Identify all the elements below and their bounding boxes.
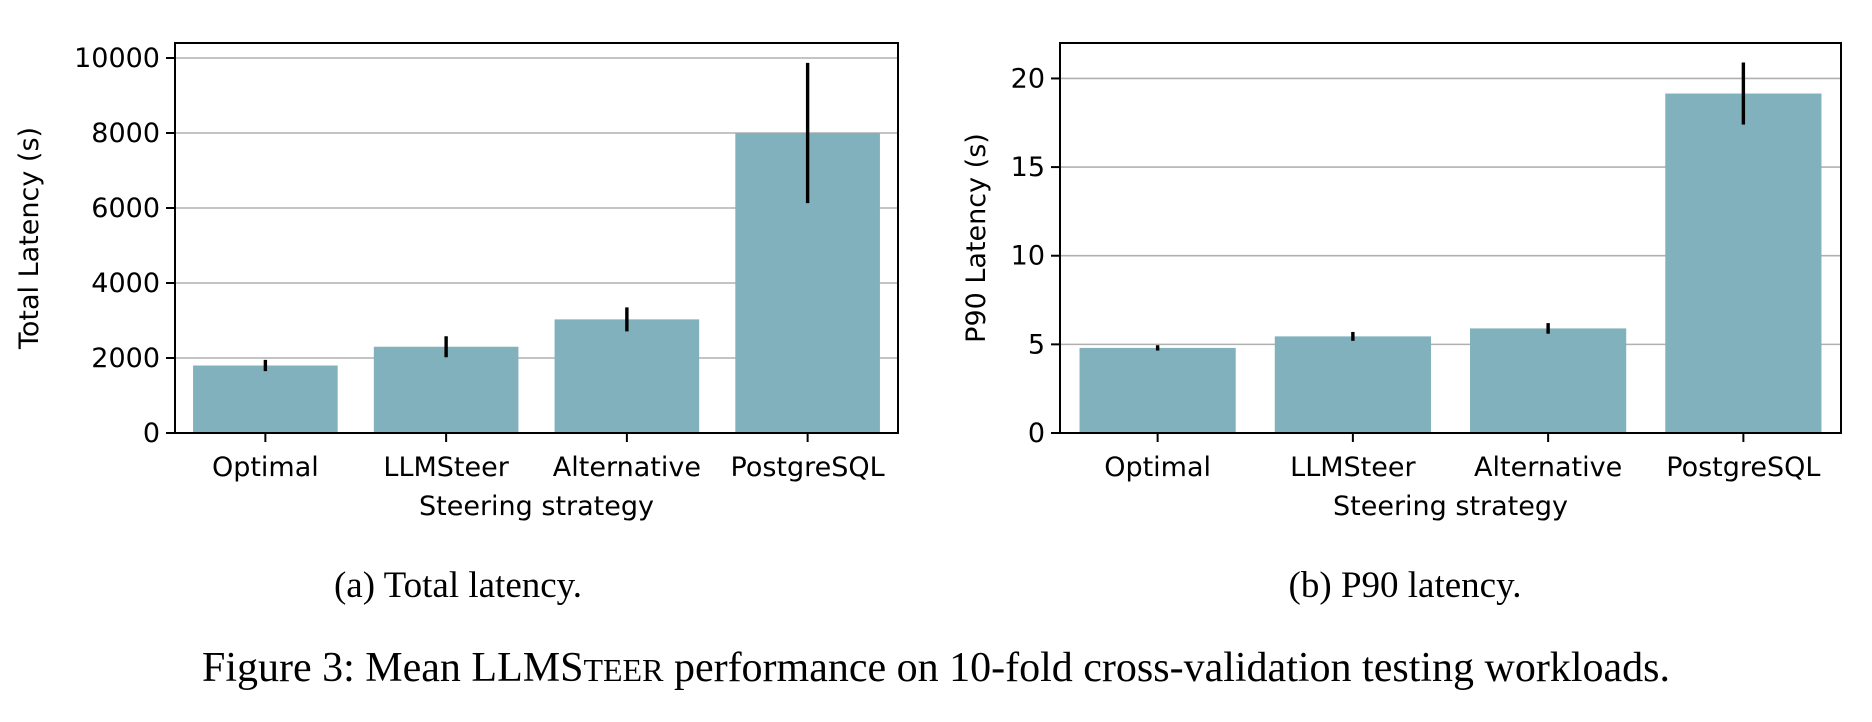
y-tick-label: 10	[1011, 241, 1045, 272]
figure-caption-prefix: Figure 3: Mean LLMS	[202, 645, 583, 691]
y-tick-label: 20	[1011, 63, 1045, 94]
y-tick-label: 2000	[91, 343, 160, 374]
x-tick-label: Alternative	[553, 452, 701, 483]
y-tick-label: 0	[143, 418, 160, 449]
figure-caption: Figure 3: Mean LLMSTEER performance on 1…	[202, 645, 1670, 691]
figure-caption-suffix: performance on 10-fold cross-validation …	[663, 645, 1670, 691]
chart-total-latency: 0 2000 4000 6000 8000 10000 Optimal LLMSteer Alt…	[14, 42, 899, 522]
y-tick-label: 0	[1028, 418, 1045, 449]
y-axis-label: P90 Latency (s)	[961, 133, 992, 343]
y-tick-label: 4000	[91, 268, 160, 299]
plot-frame	[1059, 42, 1842, 434]
x-axis-label: Steering strategy	[1333, 491, 1568, 522]
y-tick-label: 5	[1028, 329, 1045, 360]
plot-frame	[174, 42, 899, 434]
x-axis-label: Steering strategy	[419, 491, 654, 522]
subcaption-b: (b) P90 latency.	[1289, 565, 1522, 606]
bar-llmsteer	[1274, 336, 1431, 433]
x-tick-label: Optimal	[1104, 452, 1211, 483]
bar-optimal	[1079, 347, 1236, 433]
chart-p90-latency: 0 5 10 15 20 Optimal LLMSteer Alternative Postgr…	[961, 42, 1842, 522]
x-tick-label: PostgreSQL	[1666, 452, 1820, 483]
x-tick-label: Alternative	[1474, 452, 1622, 483]
y-tick-label: 6000	[91, 193, 160, 224]
x-tick-label: LLMSteer	[1290, 452, 1416, 483]
y-tick-label: 10000	[74, 43, 160, 74]
bar-alternative	[1470, 328, 1627, 433]
figure-caption-smallcaps: TEER	[583, 652, 664, 688]
bar-llmsteer	[373, 346, 519, 433]
x-tick-label: PostgreSQL	[731, 452, 885, 483]
x-tick-label: Optimal	[212, 452, 319, 483]
bar-optimal	[193, 365, 338, 433]
y-tick-label: 15	[1011, 152, 1045, 183]
y-tick-label: 8000	[91, 118, 160, 149]
bar-alternative	[554, 319, 700, 433]
x-tick-label: LLMSteer	[383, 452, 509, 483]
y-axis-label: Total Latency (s)	[14, 127, 45, 350]
bar-postgresql	[1665, 93, 1822, 433]
subcaption-a: (a) Total latency.	[334, 565, 582, 606]
